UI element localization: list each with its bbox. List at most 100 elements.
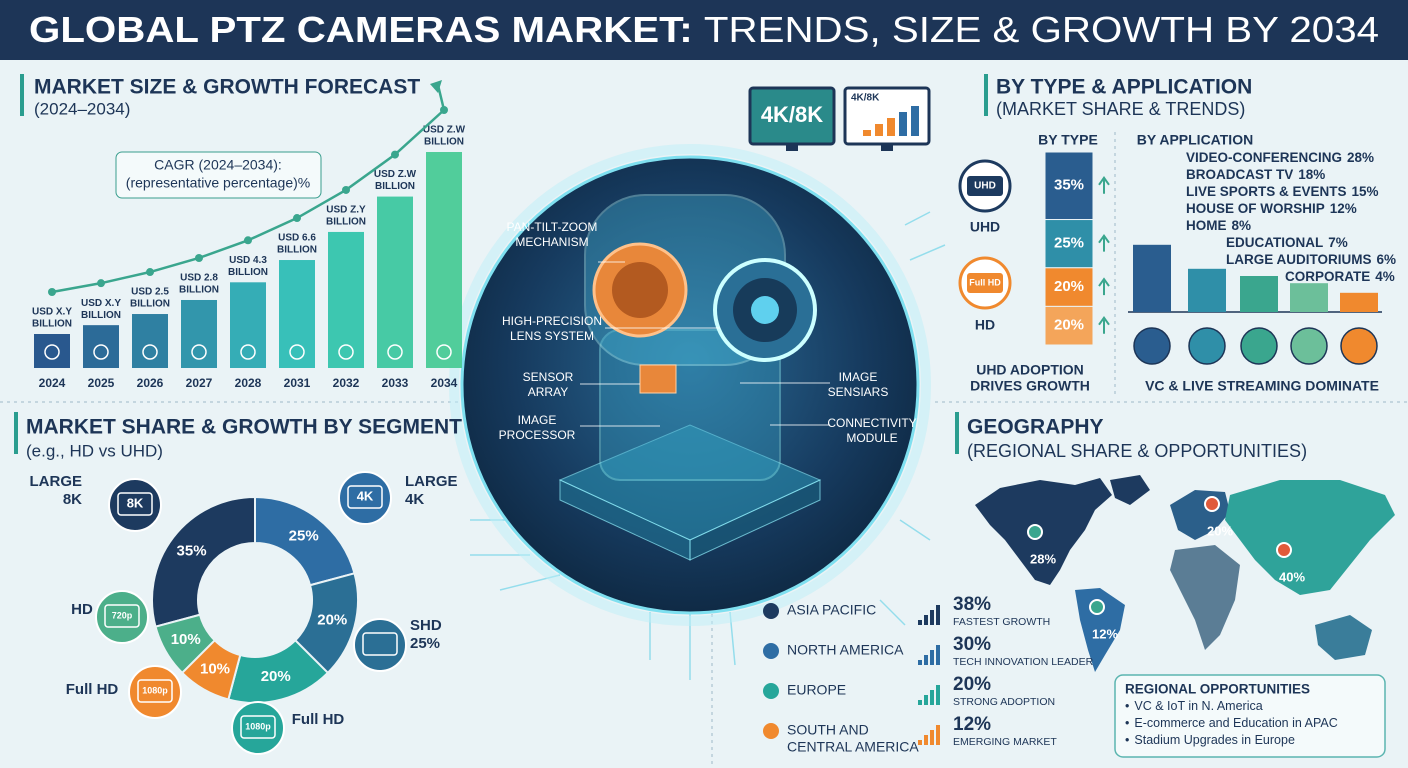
monitor-bar xyxy=(875,124,883,136)
application-icon xyxy=(1340,327,1378,365)
icon-label: 1080p xyxy=(245,721,271,731)
donut-label: 20% xyxy=(261,668,291,685)
camera-illustration xyxy=(449,144,946,680)
icon-screen xyxy=(104,604,140,628)
application-name: LARGE AUDITORIUMS xyxy=(1226,252,1372,267)
monitor-label: 4K/8K xyxy=(851,93,880,104)
region-name: EUROPE xyxy=(787,682,846,698)
application-bar xyxy=(1340,292,1378,312)
callout-icon xyxy=(338,471,392,525)
year-label: 2032 xyxy=(333,376,360,390)
icon-label: 8K xyxy=(127,495,144,510)
bar-icon xyxy=(289,344,305,360)
bar xyxy=(328,231,364,368)
icon-screen xyxy=(347,485,383,509)
cagr-text: CAGR (2024–2034): xyxy=(154,157,282,173)
camera-label: CONNECTIVITY xyxy=(827,416,916,430)
bar-label: BILLION xyxy=(326,217,366,228)
type-segment xyxy=(1044,219,1094,269)
monitor-bar xyxy=(911,106,919,136)
signal-bar xyxy=(924,695,928,705)
accent-bar xyxy=(20,74,24,116)
year-label: 2027 xyxy=(186,376,213,390)
page-title: GLOBAL PTZ CAMERAS MARKET: TRENDS, SIZE &… xyxy=(29,9,1379,50)
signal-bar xyxy=(918,740,922,745)
application-bar xyxy=(1240,276,1278,312)
section-title: BY TYPE & APPLICATION xyxy=(996,76,1252,99)
box-item: • VC & IoT in N. America xyxy=(1125,699,1263,713)
callout-icon xyxy=(231,701,285,755)
icon-label: 4K xyxy=(357,488,374,503)
column-heading: BY APPLICATION xyxy=(1137,132,1253,148)
bar xyxy=(34,334,70,368)
icon-screen xyxy=(240,715,276,739)
section-title: MARKET SHARE & GROWTH BY SEGMENT xyxy=(26,416,462,439)
application-icon xyxy=(1290,327,1328,365)
bar-icon xyxy=(436,344,452,360)
application-item: HOME 8% xyxy=(1186,218,1251,233)
bar-label: USD Z.Y xyxy=(326,205,366,216)
year-label: 2026 xyxy=(137,376,164,390)
application-value: 4% xyxy=(1375,269,1395,284)
callout-label: 4K xyxy=(405,491,424,508)
application-value: 28% xyxy=(1347,150,1374,165)
callout-label: 8K xyxy=(63,491,82,508)
map-label: 40% xyxy=(1279,569,1305,584)
type-segment xyxy=(1044,151,1094,221)
bar-label: BILLION xyxy=(228,267,268,278)
application-item: CORPORATE 4% xyxy=(1285,269,1395,284)
signal-bar xyxy=(924,615,928,625)
box-title: REGIONAL OPPORTUNITIES xyxy=(1125,682,1310,697)
type-chip xyxy=(967,176,1003,196)
header-bar xyxy=(0,0,1408,60)
type-footer: UHD ADOPTION xyxy=(976,362,1084,378)
donut-label: 35% xyxy=(177,542,207,559)
application-icon xyxy=(1133,327,1171,365)
signal-bar xyxy=(936,605,940,625)
application-value: 6% xyxy=(1377,252,1397,267)
trend-dot xyxy=(293,214,301,223)
signal-bar xyxy=(936,725,940,745)
icon-screen xyxy=(137,679,173,703)
region-note: EMERGING MARKET xyxy=(953,736,1057,748)
map-pin xyxy=(1276,542,1292,558)
callout-icon xyxy=(95,590,149,644)
camera-label: ARRAY xyxy=(528,385,568,399)
type-segment xyxy=(1044,305,1094,346)
application-name: BROADCAST TV xyxy=(1186,167,1293,182)
section-subtitle: (2024–2034) xyxy=(34,99,130,118)
bar xyxy=(377,196,413,368)
region-name: CENTRAL AMERICA xyxy=(787,739,919,755)
application-icon xyxy=(1188,327,1226,365)
bar-label: USD 4.3 xyxy=(229,255,267,266)
region-value: 30% xyxy=(953,634,991,655)
application-value: 15% xyxy=(1352,184,1379,199)
bar-label: USD 2.5 xyxy=(131,287,169,298)
signal-bar xyxy=(930,650,934,665)
box-item-text: VC & IoT in N. America xyxy=(1134,699,1262,713)
section-subtitle: (MARKET SHARE & TRENDS) xyxy=(996,99,1245,119)
callout-label: LARGE xyxy=(405,473,458,490)
trend-arrow xyxy=(1098,315,1110,334)
map-pin xyxy=(1089,599,1105,615)
application-icon xyxy=(1240,327,1278,365)
map-label: 28% xyxy=(1030,551,1056,566)
donut-segment xyxy=(151,495,256,628)
application-value: 12% xyxy=(1330,201,1357,216)
bar-icon xyxy=(93,344,109,360)
type-label: UHD xyxy=(970,219,1000,235)
monitor xyxy=(748,86,836,146)
camera-label: IMAGE xyxy=(839,370,878,384)
trend-arrow xyxy=(1098,176,1110,194)
section-title: MARKET SIZE & GROWTH FORECAST xyxy=(34,76,420,99)
callout-label: SHD xyxy=(410,617,442,634)
monitor-bar xyxy=(887,118,895,136)
camera-label: SENSIARS xyxy=(828,385,889,399)
donut-segment xyxy=(154,613,217,675)
trend-dot xyxy=(342,185,350,194)
trend-dot xyxy=(48,288,56,296)
year-label: 2024 xyxy=(39,376,66,390)
signal-bar xyxy=(918,660,922,665)
